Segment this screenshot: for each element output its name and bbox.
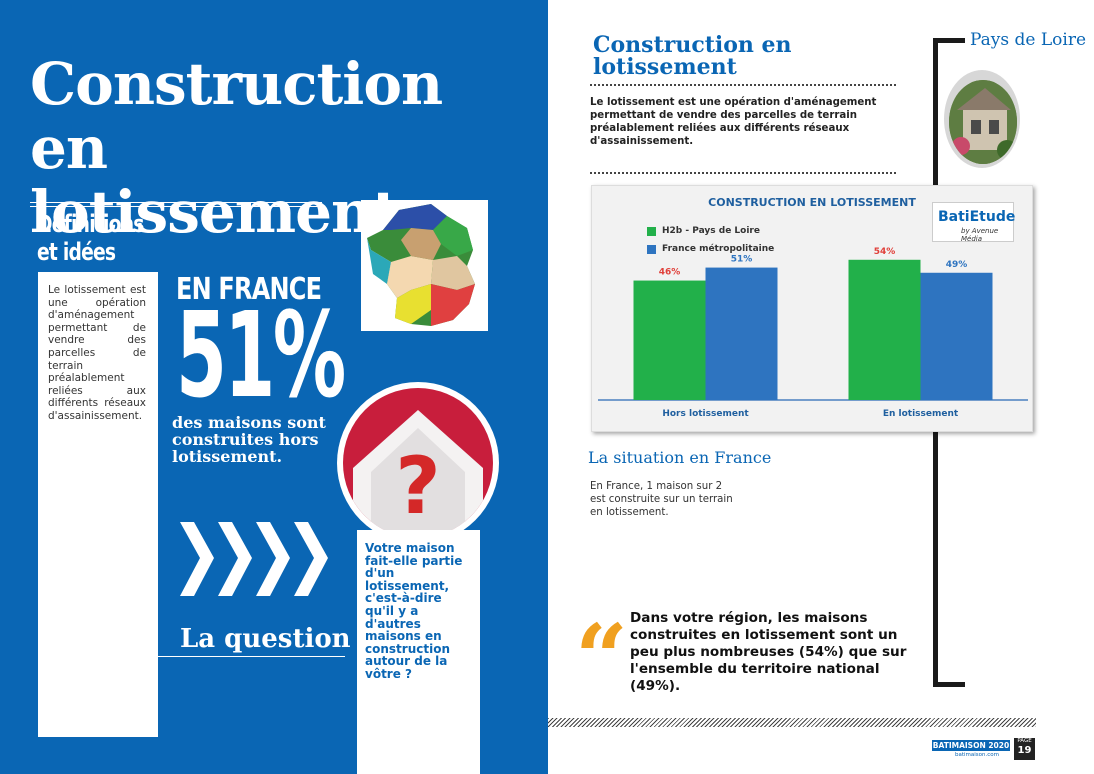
right-title-line1: Construction en [593,32,792,58]
bar-value-label-0-0: 46% [659,268,681,278]
bar-0-1 [705,267,778,400]
house-photo-icon [949,80,1017,164]
vertical-rule-cap-top [933,38,965,43]
right-title: Construction en lotissement [593,34,792,78]
definitions-line1: Définitions [37,210,144,238]
main-title-line2: lotissement [30,178,399,246]
quote-text: Dans votre région, les maisons construit… [630,610,907,694]
en-france-label: EN FRANCE [176,272,322,307]
question-house-image: ? [337,382,499,544]
bar-1-1 [920,272,993,400]
house-photo [949,80,1017,164]
footer-url: batimaison.com [955,752,1000,758]
main-title: Construction en lotissement [30,52,530,244]
legend-swatch-0 [647,226,656,236]
bar-chart: 46% 51% Hors lotissement 54% 49% En lotisseme… [598,247,1028,419]
bar-value-label-0-1: 51% [731,255,753,265]
bar-value-label-1-1: 49% [946,260,968,270]
france-map-icon [367,204,475,326]
page-number: 19 [1017,745,1032,756]
definitions-line2: et idées [37,238,116,266]
legend-label-0: H2b - Pays de Loire [662,226,760,236]
intro-text: Le lotissement est une opération d'aména… [590,97,877,147]
question-divider [158,656,345,657]
region-label: Pays de Loire [970,30,1087,50]
page-label: PAGE [1017,738,1032,744]
definition-text: Le lotissement est une opération d'aména… [48,284,146,422]
question-mark: ? [395,442,440,532]
bar-1-0 [848,259,921,400]
percent-caption: des maisons sont construites hors lotiss… [172,413,326,466]
question-house-photo: ? [343,388,493,538]
dotted-rule-top [590,84,896,86]
hatched-footer-rule [548,718,1036,727]
right-title-line2: lotissement [593,54,737,80]
category-label-0: Hors lotissement [662,409,749,419]
dotted-rule-bottom [590,172,896,174]
logo-subtext: by Avenue Média [961,227,999,243]
question-text: Votre maison fait-elle partie d'un lotis… [365,541,463,681]
legend-label-1: France métropolitaine [662,244,775,254]
legend-item-0: H2b - Pays de Loire [647,222,774,240]
chart-title: CONSTRUCTION EN LOTISSEMENT [708,196,916,209]
france-map-image [361,200,488,331]
chart-panel: CONSTRUCTION EN LOTISSEMENT H2b - Pays d… [591,185,1033,432]
batietude-logo: BatiEtude by Avenue Média [932,202,1016,243]
chart-legend: H2b - Pays de Loire France métropolitain… [647,222,774,258]
legend-swatch-1 [647,244,656,254]
situation-title: La situation en France [588,448,772,467]
quote-icon: “ [575,604,628,712]
question-label: La question [180,624,351,654]
bar-0-0 [633,280,706,400]
left-page: Construction en lotissement Définitions … [0,0,548,774]
category-label-1: En lotissement [883,409,959,419]
definition-box: Le lotissement est une opération d'aména… [38,272,158,737]
chevron-arrows-icon [180,520,340,604]
question-box: Votre maison fait-elle partie d'un lotis… [357,530,480,774]
vertical-rule-cap-bottom [933,682,965,687]
logo-text: BatiEtude [938,209,1016,225]
main-title-line1: Construction en [30,50,443,182]
definitions-heading: Définitions et idées [37,210,144,266]
page-number-box: PAGE 19 [1014,738,1035,760]
title-divider [30,202,322,207]
bar-value-label-1-0: 54% [874,247,896,257]
house-question-icon: ? [343,388,493,538]
big-percent: 51% [176,286,346,424]
legend-item-1: France métropolitaine [647,240,774,258]
situation-text: En France, 1 maison sur 2 est construite… [590,481,733,518]
footer-brand: BATIMAISON 2020 [932,740,1010,751]
